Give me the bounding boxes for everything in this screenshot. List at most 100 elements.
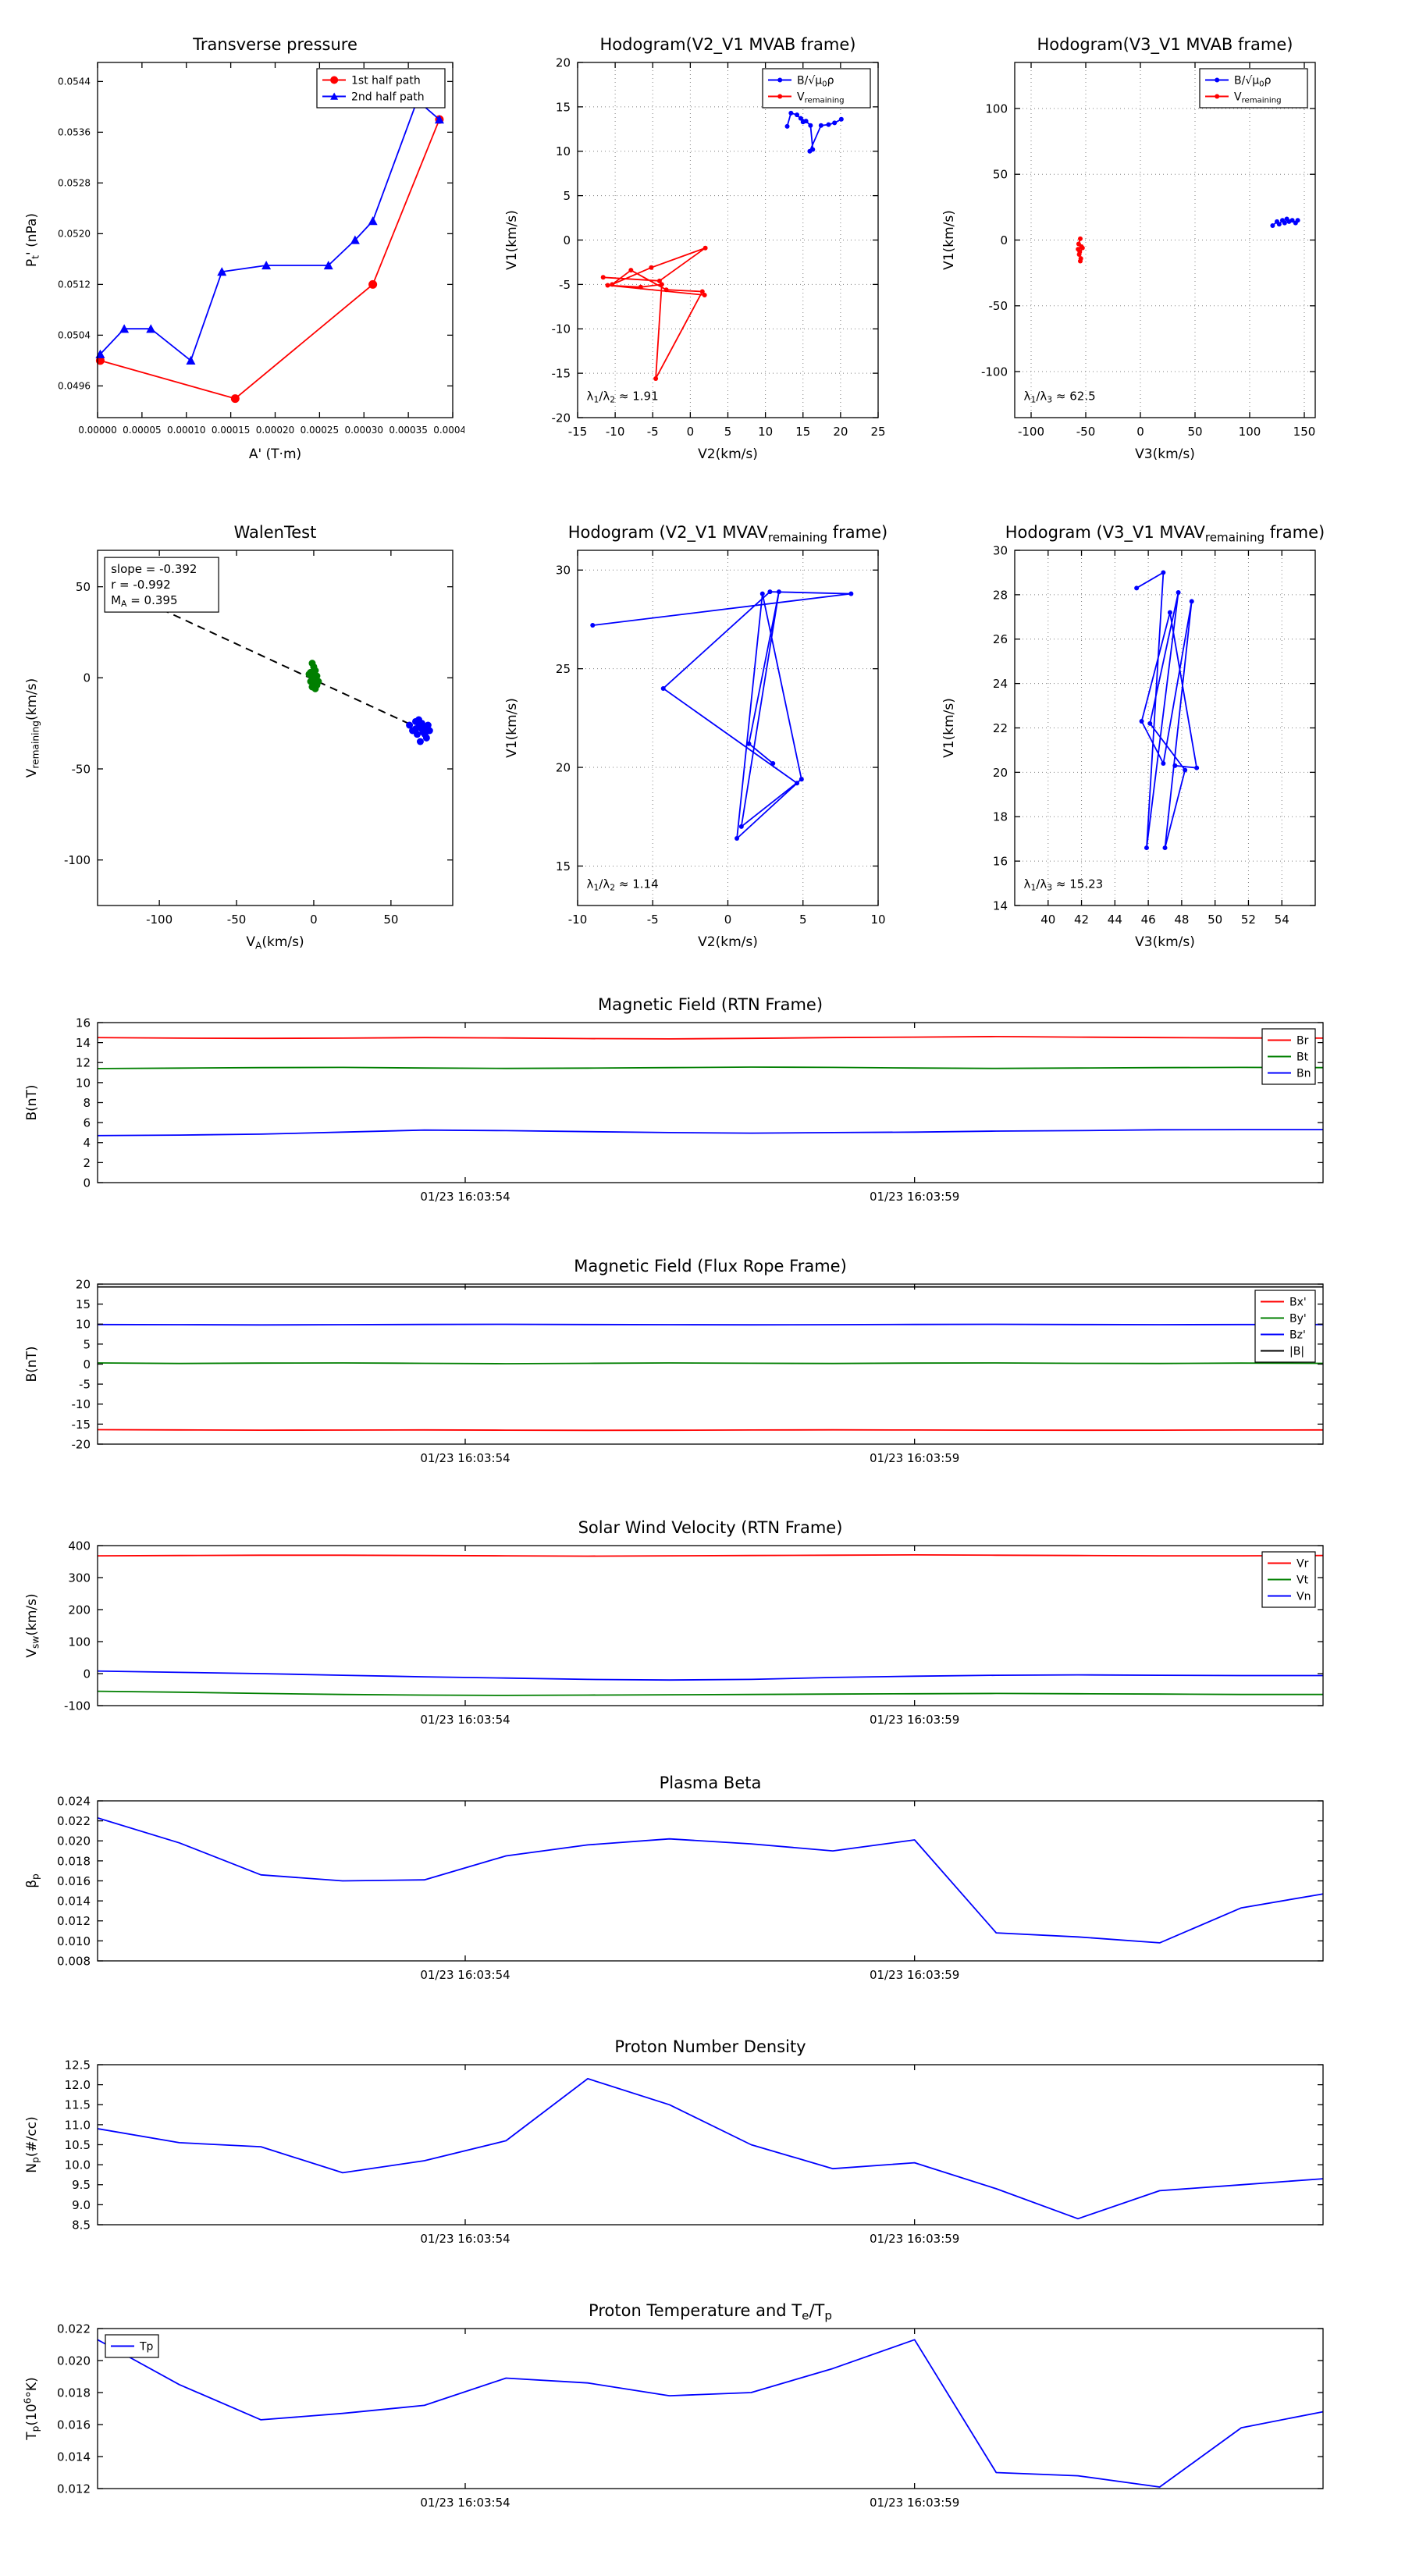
svg-text:0: 0 [83, 1667, 91, 1681]
svg-text:400: 400 [68, 1539, 91, 1553]
svg-text:0.018: 0.018 [57, 1854, 91, 1868]
svg-text:B(nT): B(nT) [24, 1084, 40, 1120]
svg-text:-20: -20 [552, 411, 571, 425]
svg-text:11.0: 11.0 [65, 2118, 91, 2132]
svg-text:01/23 16:03:59: 01/23 16:03:59 [870, 1968, 959, 1982]
svg-text:14: 14 [993, 898, 1008, 913]
svg-text:12.0: 12.0 [65, 2078, 91, 2092]
svg-text:100: 100 [1239, 425, 1261, 439]
svg-text:2nd half path: 2nd half path [351, 91, 425, 104]
chart-walen-test: -100 -50 0 50 -100 -50 0 50 WalenTest VA(km/s) Vre… [16, 507, 464, 968]
svg-text:V1(km/s): V1(km/s) [504, 698, 520, 758]
svg-text:-100: -100 [981, 365, 1008, 379]
svg-text:V2(km/s): V2(km/s) [698, 934, 758, 950]
svg-text:-50: -50 [1076, 425, 1096, 439]
svg-text:25: 25 [556, 662, 571, 676]
svg-text:λ1/λ2 ≈ 1.14: λ1/λ2 ≈ 1.14 [587, 877, 659, 892]
svg-text:28: 28 [993, 588, 1008, 602]
svg-text:01/23 16:03:54: 01/23 16:03:54 [420, 1713, 510, 1727]
svg-text:Vn: Vn [1297, 1591, 1311, 1603]
svg-text:0.00035: 0.00035 [389, 425, 428, 436]
chart-hodogram-v2-v1-mvab: -15 -10 -5 0 5 10 15 20 25 -20 -15 -10 -5 0 5 10 15 20 Hod… [496, 20, 890, 480]
svg-text:-10: -10 [72, 1397, 91, 1411]
svg-text:0.0504: 0.0504 [58, 330, 91, 341]
svg-text:01/23 16:03:54: 01/23 16:03:54 [420, 1968, 510, 1982]
svg-text:B/√μ0ρ: B/√μ0ρ [1234, 75, 1272, 89]
svg-text:0.00030: 0.00030 [344, 425, 383, 436]
svg-text:By': By' [1289, 1313, 1307, 1325]
svg-text:20: 20 [76, 1277, 91, 1291]
svg-text:11.5: 11.5 [65, 2098, 91, 2112]
svg-text:0: 0 [687, 425, 695, 439]
svg-text:0: 0 [1136, 425, 1144, 439]
svg-text:15: 15 [795, 425, 810, 439]
svg-text:0.022: 0.022 [57, 1814, 91, 1828]
svg-text:9.5: 9.5 [72, 2178, 91, 2192]
svg-text:-5: -5 [559, 278, 571, 292]
svg-text:20: 20 [833, 425, 848, 439]
svg-text:4: 4 [83, 1136, 91, 1150]
svg-text:Vt: Vt [1297, 1574, 1309, 1587]
svg-text:λ1/λ3 ≈ 62.5: λ1/λ3 ≈ 62.5 [1024, 389, 1096, 404]
svg-text:12.5: 12.5 [65, 2058, 91, 2072]
svg-text:-5: -5 [647, 425, 659, 439]
svg-text:24: 24 [993, 677, 1008, 691]
svg-text:30: 30 [993, 543, 1008, 557]
svg-text:9.0: 9.0 [72, 2198, 91, 2212]
svg-text:V1(km/s): V1(km/s) [941, 210, 957, 270]
svg-text:20: 20 [556, 760, 571, 774]
svg-text:-5: -5 [79, 1378, 91, 1392]
svg-text:10.5: 10.5 [65, 2138, 91, 2152]
svg-text:16: 16 [993, 855, 1008, 869]
svg-text:8.5: 8.5 [72, 2218, 91, 2232]
svg-text:50: 50 [76, 580, 91, 594]
svg-text:8: 8 [83, 1096, 91, 1110]
svg-text:10: 10 [76, 1318, 91, 1332]
svg-text:0: 0 [1000, 233, 1008, 247]
svg-text:Hodogram(V3_V1 MVAB frame): Hodogram(V3_V1 MVAB frame) [1037, 35, 1293, 55]
svg-text:Magnetic Field (RTN Frame): Magnetic Field (RTN Frame) [598, 995, 823, 1014]
svg-text:46: 46 [1141, 913, 1156, 927]
svg-text:Hodogram (V2_V1 MVAVremaining: Hodogram (V2_V1 MVAVremaining frame) [568, 523, 888, 545]
svg-text:0.00015: 0.00015 [212, 425, 251, 436]
chart-hodogram-v3-v1-mvav: 40 42 44 46 48 50 52 54 14 16 18 20 22 24 26 28 30 Hodogr… [933, 507, 1327, 968]
svg-text:22: 22 [993, 721, 1008, 735]
svg-text:6: 6 [83, 1116, 91, 1130]
svg-text:-10: -10 [606, 425, 625, 439]
svg-text:λ1/λ3 ≈ 15.23: λ1/λ3 ≈ 15.23 [1024, 877, 1104, 892]
svg-text:Vremaining(km/s): Vremaining(km/s) [24, 678, 41, 777]
svg-text:50: 50 [1208, 913, 1222, 927]
svg-text:V1(km/s): V1(km/s) [504, 210, 520, 270]
chart-proton-temperature: 01/23 16:03:54 01/23 16:03:59 0.012 0.014 0.… [16, 2293, 1335, 2528]
svg-text:V3(km/s): V3(km/s) [1135, 934, 1195, 950]
svg-text:15: 15 [556, 859, 571, 873]
svg-text:16: 16 [76, 1016, 91, 1030]
chart-proton-number-density: 01/23 16:03:54 01/23 16:03:59 8.5 9.0 9.5 10.… [16, 2030, 1335, 2264]
svg-text:0.00000: 0.00000 [78, 425, 117, 436]
svg-text:0.018: 0.018 [57, 2386, 91, 2400]
svg-text:-100: -100 [64, 1699, 91, 1713]
svg-text:-15: -15 [552, 367, 571, 381]
svg-text:0.0520: 0.0520 [58, 229, 91, 240]
svg-text:0.014: 0.014 [57, 2450, 91, 2464]
svg-text:-15: -15 [568, 425, 588, 439]
svg-text:Bt: Bt [1297, 1051, 1309, 1064]
svg-text:150: 150 [1293, 425, 1316, 439]
chart-magnetic-field-flux-rope: 01/23 16:03:54 01/23 16:03:59 -20 -15 -10 -5 0… [16, 1249, 1335, 1483]
svg-text:50: 50 [383, 913, 398, 927]
svg-text:10: 10 [870, 913, 885, 927]
svg-text:A' (T·m): A' (T·m) [249, 447, 301, 462]
svg-text:Vr: Vr [1297, 1558, 1309, 1571]
svg-text:0.016: 0.016 [57, 1874, 91, 1888]
svg-text:|B|: |B| [1289, 1346, 1304, 1358]
svg-text:B/√μ0ρ: B/√μ0ρ [797, 75, 834, 89]
svg-text:-100: -100 [1018, 425, 1044, 439]
chart-hodogram-v2-v1-mvav: -10 -5 0 5 10 15 20 25 30 Hodogram (V2_V1 MVAVrem… [496, 507, 890, 968]
svg-text:B(nT): B(nT) [24, 1346, 40, 1382]
svg-text:-100: -100 [146, 913, 173, 927]
svg-text:Plasma Beta: Plasma Beta [660, 1774, 762, 1792]
svg-text:14: 14 [76, 1036, 91, 1050]
svg-text:Vremaining: Vremaining [797, 91, 845, 105]
